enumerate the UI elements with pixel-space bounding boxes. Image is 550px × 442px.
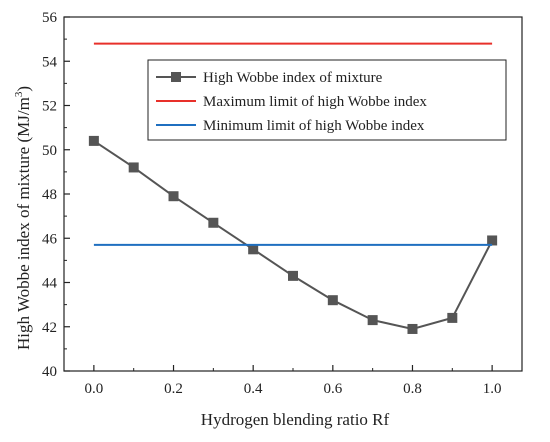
legend-box (147, 59, 507, 141)
data-point (88, 135, 99, 146)
series-layer (88, 42, 498, 334)
x-tick-label: 0.6 (323, 381, 342, 397)
y-axis-label-end: ) (14, 86, 33, 92)
data-point (128, 162, 139, 173)
y-tick-label: 50 (42, 143, 57, 159)
ticks: 40 42 44 46 48 50 52 54 56 0.0 0.2 0.4 0.6 0.8 1.0 (42, 10, 502, 397)
x-tick-label: 0.0 (84, 381, 103, 397)
y-tick-label: 54 (42, 54, 58, 70)
x-tick-label: 0.2 (164, 381, 183, 397)
data-point (447, 312, 458, 323)
legend-entry-label: Minimum limit of high Wobbe index (203, 118, 425, 134)
data-point (208, 217, 219, 228)
y-tick-label: 40 (42, 364, 57, 380)
y-tick-label: 46 (42, 231, 58, 247)
data-point (367, 315, 378, 326)
y-tick-label: 42 (42, 320, 57, 336)
data-point (248, 244, 259, 255)
y-axis-label-superscript: 3 (13, 91, 25, 97)
legend-entry-label: High Wobbe index of mixture (203, 70, 383, 86)
series-line-0 (93, 140, 493, 331)
x-tick-label: 0.4 (244, 381, 263, 397)
y-tick-label: 48 (42, 187, 57, 203)
y-tick-label: 52 (42, 99, 57, 115)
x-axis-label: Hydrogen blending ratio Rf (201, 410, 390, 429)
data-point (407, 323, 418, 334)
x-tick-label: 1.0 (483, 381, 502, 397)
y-axis-label-main: High Wobbe index of mixture (MJ/m (14, 97, 33, 350)
legend: High Wobbe index of mixture Maximum limit… (147, 59, 507, 141)
data-point (487, 235, 498, 246)
legend-entry-label: Maximum limit of high Wobbe index (203, 94, 427, 110)
y-axis-label: High Wobbe index of mixture (MJ/m3) (13, 86, 33, 350)
y-tick-label: 44 (42, 276, 58, 292)
legend-swatch-marker (171, 72, 181, 82)
data-point (168, 191, 179, 202)
y-tick-label: 56 (42, 10, 58, 26)
data-point (327, 295, 338, 306)
data-point (288, 270, 298, 281)
x-tick-label: 0.8 (403, 381, 422, 397)
